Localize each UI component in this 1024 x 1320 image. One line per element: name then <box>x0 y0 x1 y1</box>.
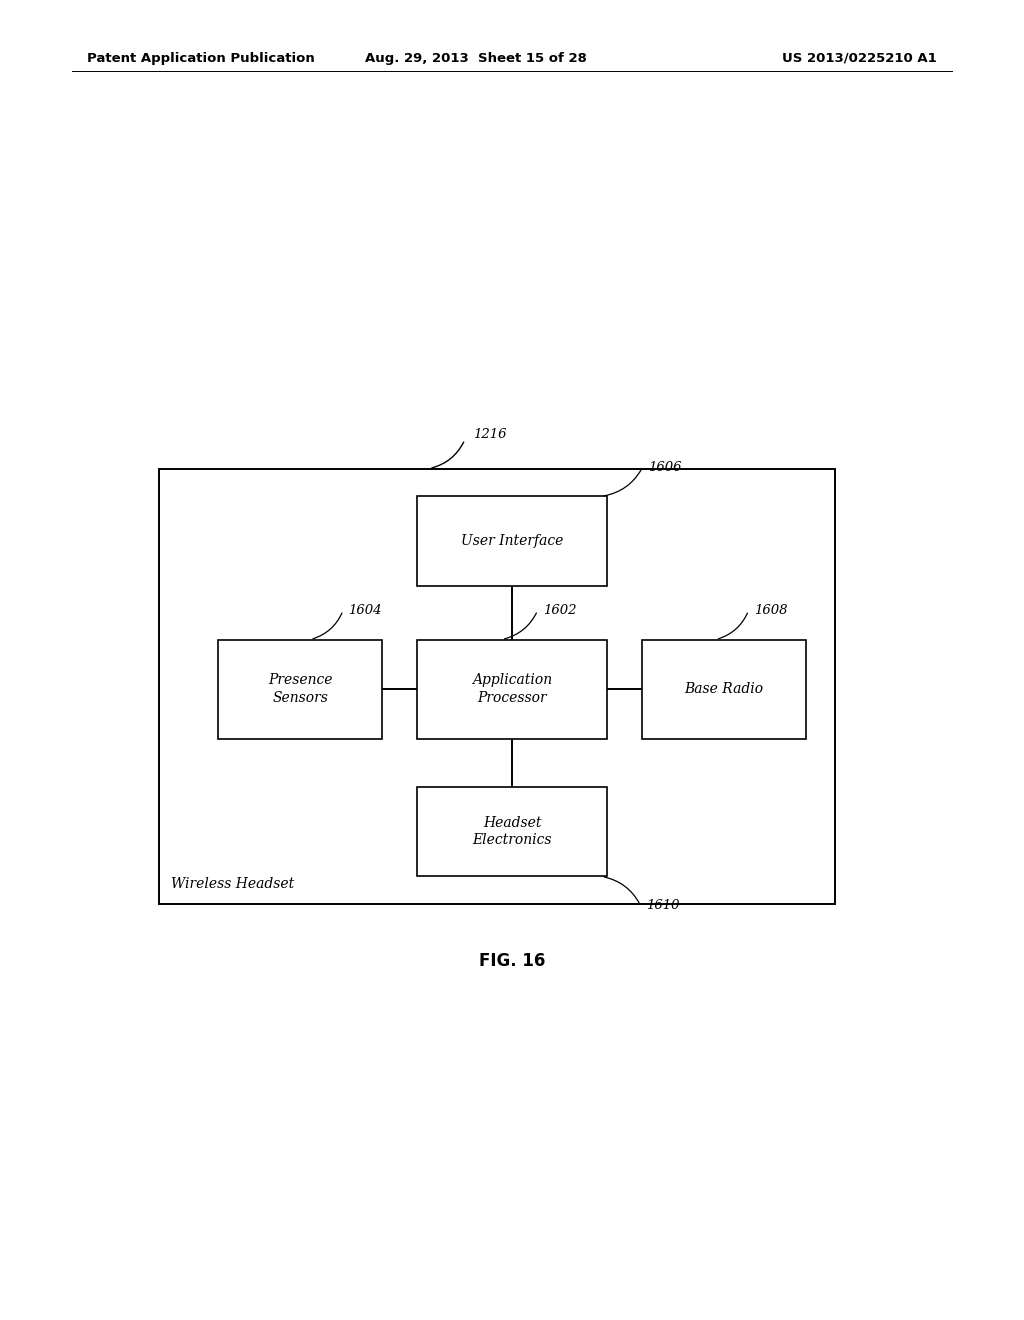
Text: 1216: 1216 <box>473 428 507 441</box>
Bar <box>159 469 835 904</box>
Bar <box>642 639 806 739</box>
Text: 1604: 1604 <box>348 605 382 616</box>
Text: 1602: 1602 <box>543 605 577 616</box>
Text: 1606: 1606 <box>648 461 681 474</box>
Bar <box>418 496 606 586</box>
Bar <box>218 639 382 739</box>
Text: FIG. 16: FIG. 16 <box>479 952 545 970</box>
Text: 1610: 1610 <box>646 899 679 912</box>
Text: Presence
Sensors: Presence Sensors <box>268 673 332 705</box>
Text: Headset
Electronics: Headset Electronics <box>472 816 552 847</box>
Text: Patent Application Publication: Patent Application Publication <box>87 51 314 65</box>
Text: Application
Processor: Application Processor <box>472 673 552 705</box>
Text: User Interface: User Interface <box>461 535 563 548</box>
Text: Wireless Headset: Wireless Headset <box>171 876 294 891</box>
Text: US 2013/0225210 A1: US 2013/0225210 A1 <box>782 51 937 65</box>
Text: Base Radio: Base Radio <box>684 682 764 696</box>
Text: Aug. 29, 2013  Sheet 15 of 28: Aug. 29, 2013 Sheet 15 of 28 <box>366 51 587 65</box>
Bar <box>418 787 606 876</box>
Bar <box>418 639 606 739</box>
Text: 1608: 1608 <box>754 605 787 616</box>
